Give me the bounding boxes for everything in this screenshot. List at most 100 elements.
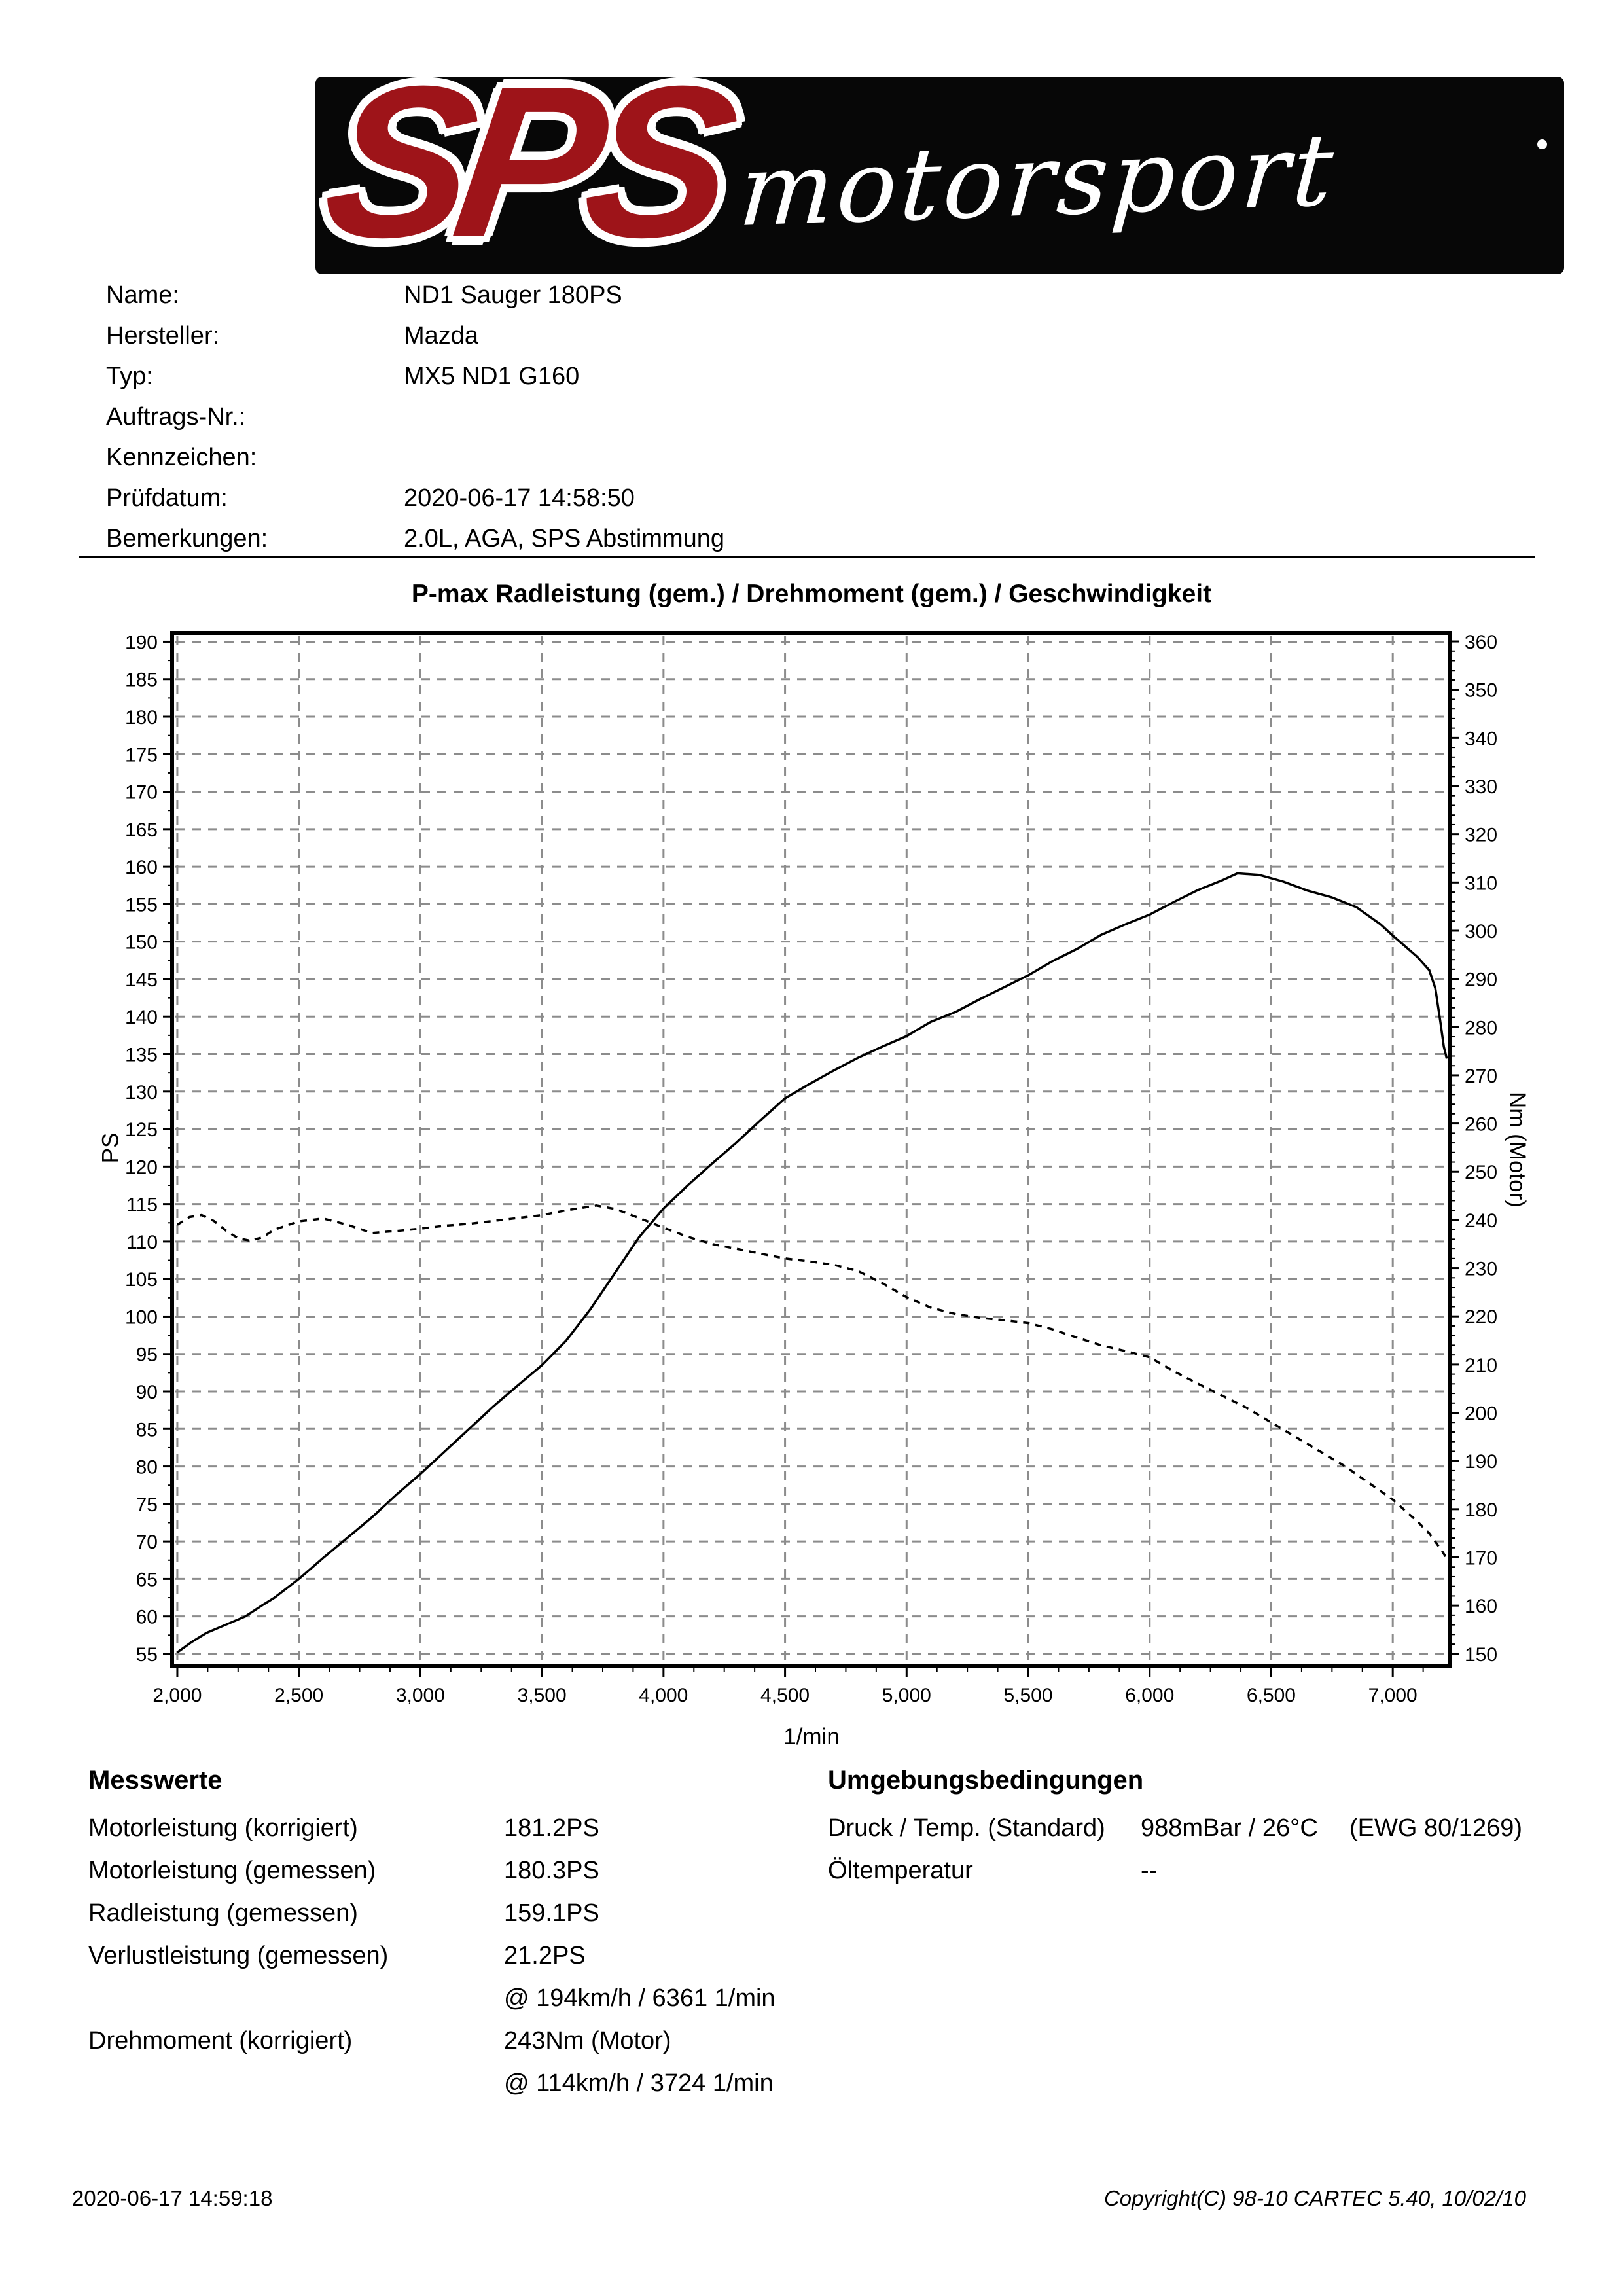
svg-text:300: 300 [1465, 921, 1497, 942]
dyno-chart: 55 60 65 70 75 80 85 90 95 100 105 110 115 120 125 130 1… [125, 631, 1497, 1706]
svg-text:85: 85 [136, 1419, 158, 1441]
logo-sps-text: SPS SPS [315, 77, 741, 274]
messwerte-value: 243Nm (Motor) [504, 2027, 671, 2054]
umgebung-label: Druck / Temp. (Standard) [828, 1814, 1105, 1842]
svg-text:2,500: 2,500 [274, 1685, 323, 1706]
svg-text:190: 190 [125, 632, 158, 653]
footer-copyright: Copyright(C) 98-10 CARTEC 5.40, 10/02/10 [1103, 2186, 1526, 2210]
umgebung-label: Öltemperatur [828, 1857, 973, 1884]
logo-sps-fill: SPS [315, 77, 736, 274]
messwerte-label: Drehmoment (korrigiert) [88, 2027, 353, 2054]
header-divider [79, 556, 1535, 558]
svg-text:165: 165 [125, 819, 158, 841]
svg-text:170: 170 [1465, 1547, 1497, 1569]
svg-text:125: 125 [125, 1119, 158, 1141]
svg-text:220: 220 [1465, 1306, 1497, 1328]
header-label: Typ: [106, 363, 153, 390]
messwerte-label: Radleistung (gemessen) [88, 1899, 358, 1927]
svg-text:100: 100 [125, 1306, 158, 1328]
messwerte-value: 21.2PS [504, 1942, 586, 1969]
chart-axis-ticks [163, 640, 1459, 1677]
svg-text:155: 155 [125, 894, 158, 916]
svg-text:185: 185 [125, 670, 158, 691]
svg-text:4,500: 4,500 [760, 1685, 810, 1706]
svg-text:270: 270 [1465, 1066, 1497, 1087]
header-label: Name: [106, 281, 179, 309]
svg-text:320: 320 [1465, 825, 1497, 846]
svg-text:3,500: 3,500 [518, 1685, 567, 1706]
header-label: Bemerkungen: [106, 525, 268, 552]
svg-text:160: 160 [1465, 1596, 1497, 1617]
svg-text:240: 240 [1465, 1210, 1497, 1232]
svg-text:60: 60 [136, 1607, 158, 1628]
svg-text:145: 145 [125, 969, 158, 991]
umgebung-value: 988mBar / 26°C [1141, 1814, 1318, 1842]
svg-text:6,500: 6,500 [1247, 1685, 1296, 1706]
svg-text:130: 130 [125, 1082, 158, 1103]
messwerte-label: Motorleistung (gemessen) [88, 1857, 376, 1884]
logo-flourish-dot [1537, 139, 1547, 149]
svg-text:210: 210 [1465, 1355, 1497, 1376]
svg-text:110: 110 [126, 1232, 158, 1253]
svg-text:90: 90 [136, 1382, 158, 1403]
header-value: 2020-06-17 14:58:50 [404, 484, 635, 512]
svg-text:5,000: 5,000 [882, 1685, 931, 1706]
svg-text:5,500: 5,500 [1003, 1685, 1052, 1706]
messwerte-value: 181.2PS [504, 1814, 599, 1842]
svg-text:6,000: 6,000 [1125, 1685, 1174, 1706]
svg-text:180: 180 [125, 707, 158, 728]
svg-text:200: 200 [1465, 1403, 1497, 1425]
chart-gridlines [175, 636, 1447, 1662]
header-label: Prüfdatum: [106, 484, 228, 512]
svg-text:330: 330 [1465, 776, 1497, 798]
chart-title: P-max Radleistung (gem.) / Drehmoment (g… [411, 580, 1212, 608]
messwerte-value: 180.3PS [504, 1857, 599, 1884]
header-value: ND1 Sauger 180PS [404, 281, 622, 309]
svg-text:7,000: 7,000 [1368, 1685, 1418, 1706]
umgebung-extra: (EWG 80/1269) [1349, 1814, 1522, 1842]
torque-curve [176, 1204, 1448, 1559]
chart-border [170, 631, 1452, 1668]
svg-text:170: 170 [125, 782, 158, 804]
svg-text:280: 280 [1465, 1017, 1497, 1039]
svg-text:260: 260 [1465, 1114, 1497, 1136]
left-axis-label: PS [98, 1132, 124, 1164]
svg-text:350: 350 [1465, 680, 1497, 702]
svg-text:180: 180 [1465, 1499, 1497, 1521]
svg-text:80: 80 [136, 1457, 158, 1479]
messwerte-value: 159.1PS [504, 1899, 599, 1927]
svg-text:105: 105 [125, 1269, 158, 1291]
messwerte-value: @ 114km/h / 3724 1/min [504, 2070, 774, 2097]
svg-text:70: 70 [136, 1532, 158, 1553]
svg-text:150: 150 [125, 932, 158, 954]
header-label: Hersteller: [106, 322, 220, 350]
svg-text:230: 230 [1465, 1259, 1497, 1280]
svg-text:175: 175 [125, 744, 158, 766]
svg-text:310: 310 [1465, 872, 1497, 894]
sps-motorsport-logo: SPS SPS motorsport [315, 77, 1564, 274]
svg-text:55: 55 [136, 1644, 158, 1666]
messwerte-label: Motorleistung (korrigiert) [88, 1814, 358, 1842]
messwerte-label: Verlustleistung (gemessen) [88, 1942, 389, 1969]
svg-text:160: 160 [125, 857, 158, 878]
svg-text:135: 135 [125, 1045, 158, 1066]
svg-text:190: 190 [1465, 1451, 1497, 1473]
svg-text:3,000: 3,000 [396, 1685, 445, 1706]
svg-text:250: 250 [1465, 1162, 1497, 1183]
header-value: 2.0L, AGA, SPS Abstimmung [404, 525, 725, 552]
header-value: MX5 ND1 G160 [404, 363, 580, 390]
header-value: Mazda [404, 322, 479, 350]
header-label: Kennzeichen: [106, 444, 257, 471]
footer-timestamp: 2020-06-17 14:59:18 [72, 2186, 273, 2210]
chart-tick-labels: 55 60 65 70 75 80 85 90 95 100 105 110 115 120 125 130 1… [125, 632, 1497, 1706]
power-curve [176, 872, 1448, 1654]
svg-text:150: 150 [1465, 1644, 1497, 1666]
svg-text:140: 140 [125, 1007, 158, 1028]
umgebung-title: Umgebungsbedingungen [828, 1766, 1144, 1795]
right-axis-label: Nm (Motor) [1505, 1092, 1530, 1208]
svg-text:340: 340 [1465, 728, 1497, 749]
svg-text:115: 115 [126, 1194, 158, 1216]
svg-text:4,000: 4,000 [639, 1685, 688, 1706]
header-label: Auftrags-Nr.: [106, 403, 246, 431]
